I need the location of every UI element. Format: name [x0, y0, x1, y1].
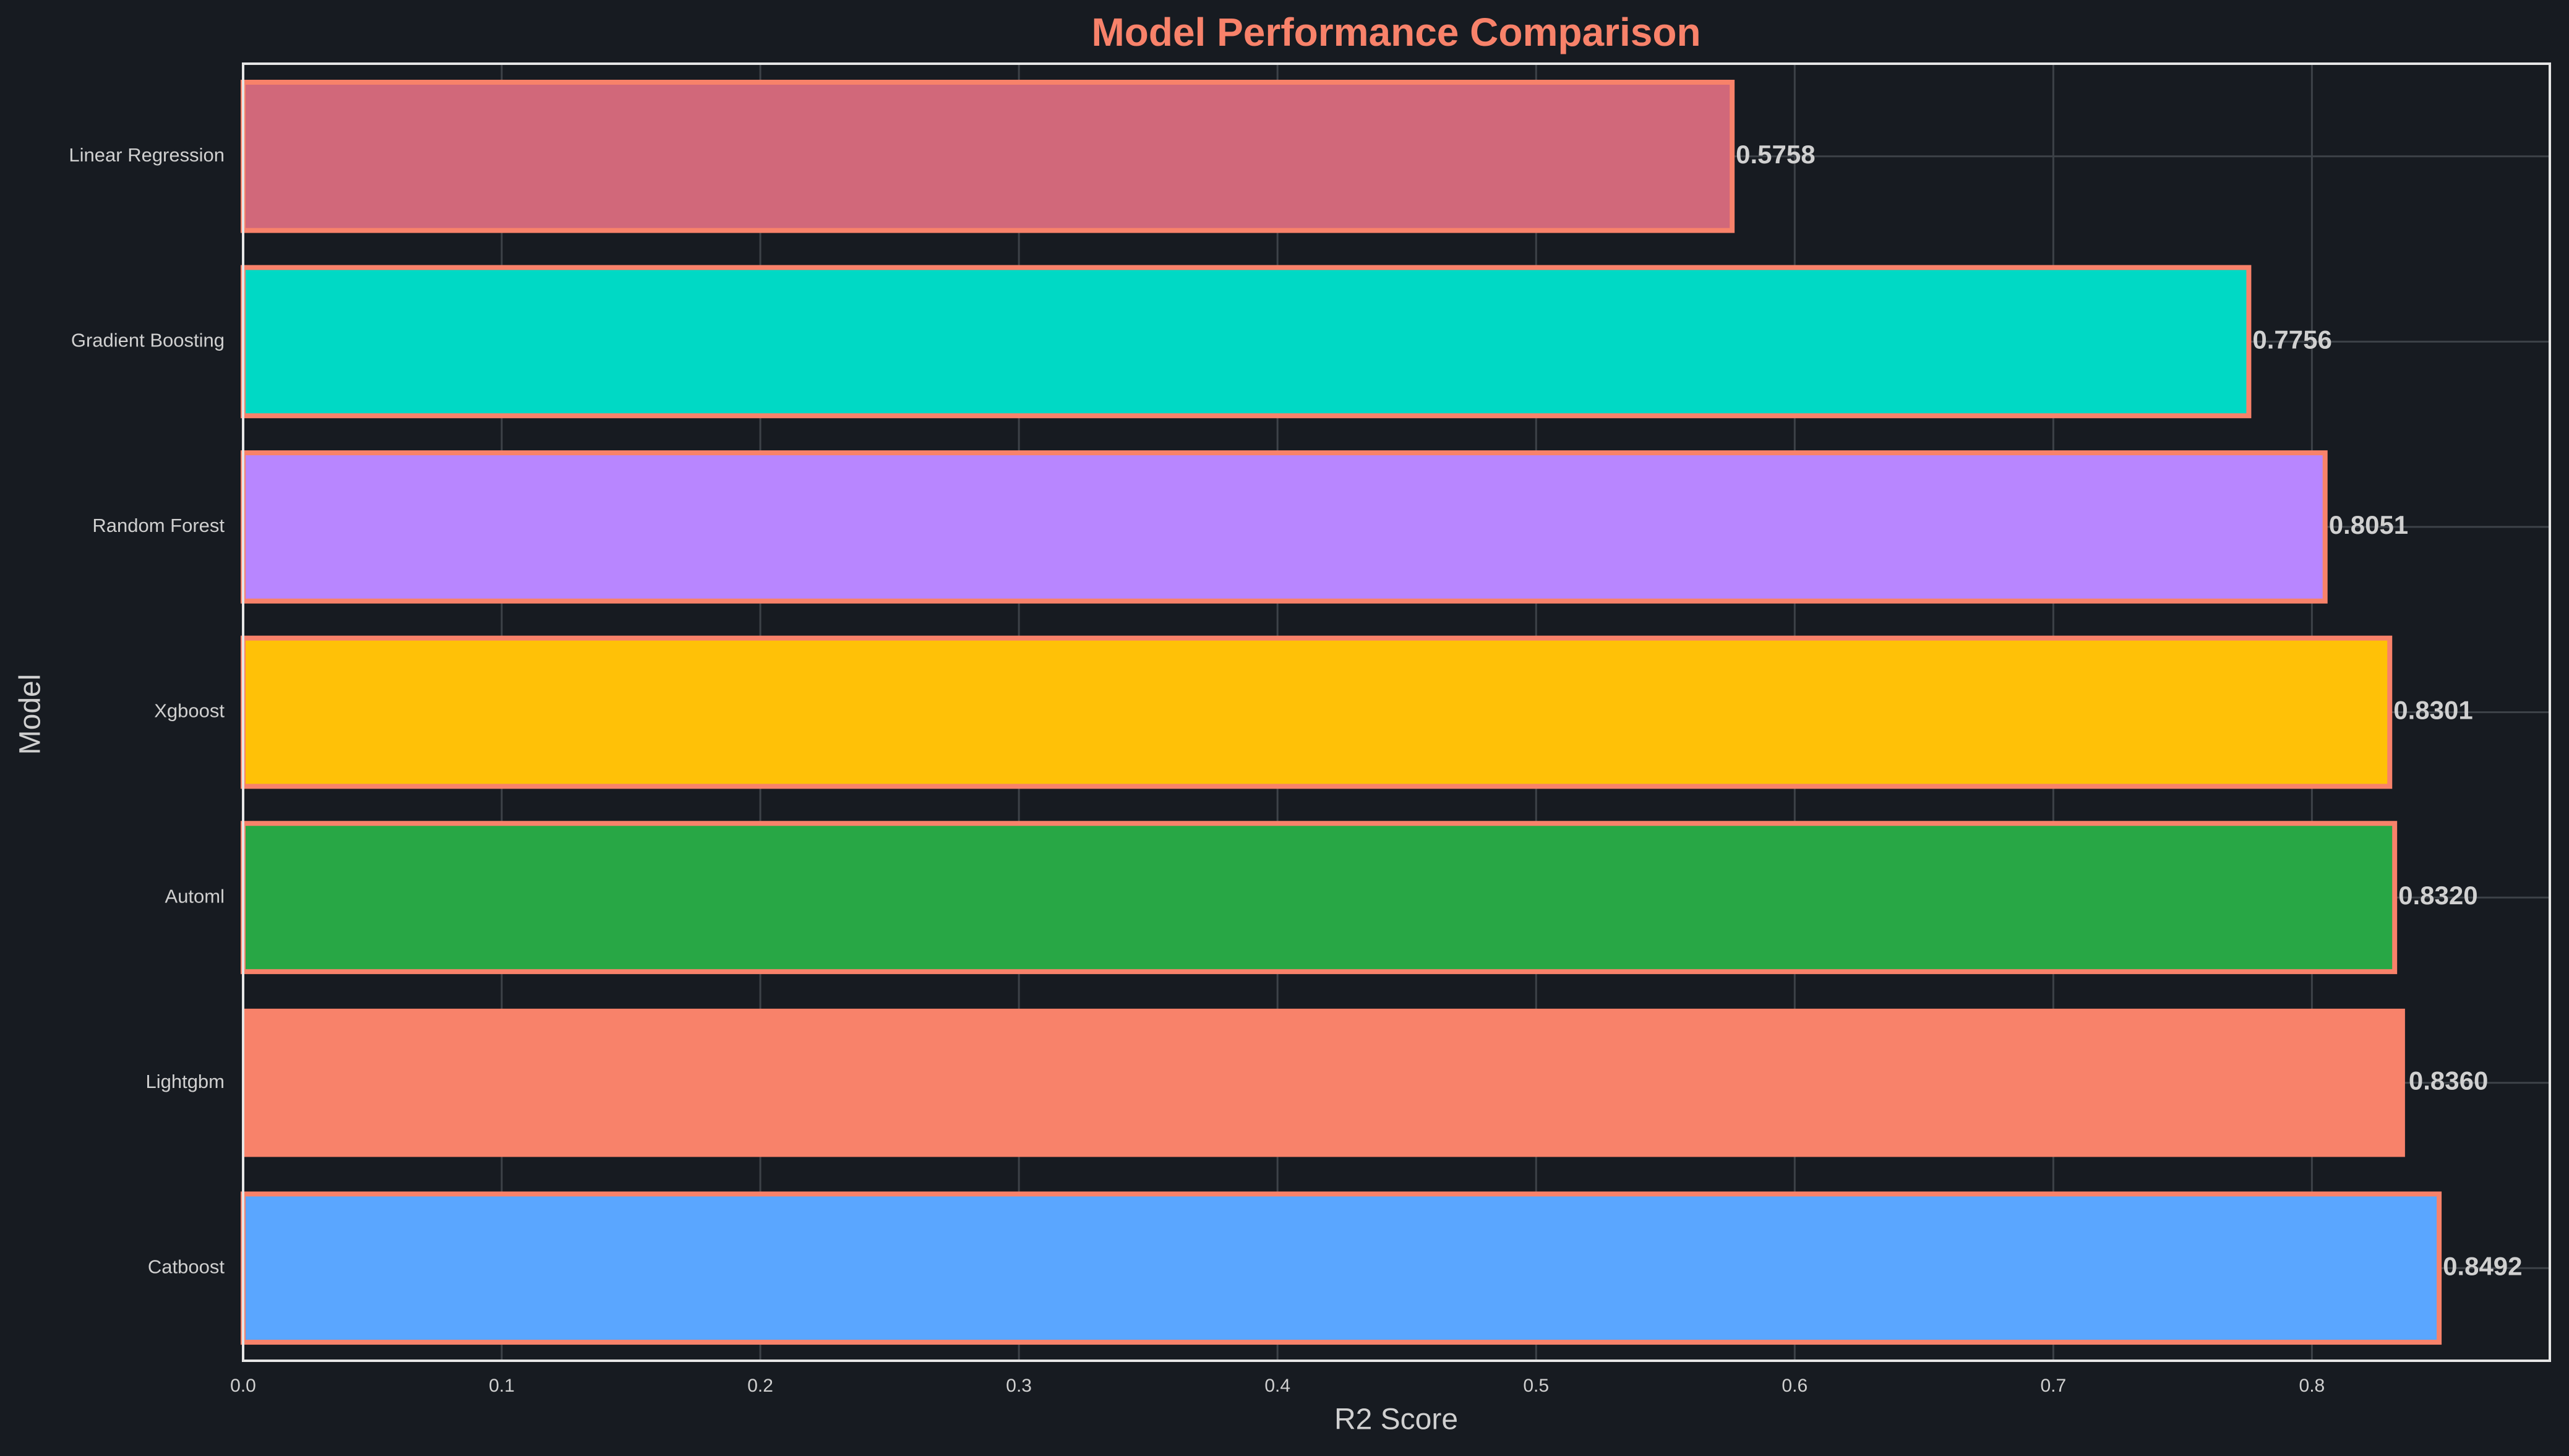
y-tick-label: Lightgbm	[145, 1071, 225, 1092]
y-tick-label: Random Forest	[92, 515, 225, 536]
y-tick-label: Catboost	[148, 1256, 225, 1277]
bar	[241, 265, 2252, 419]
value-label: 0.8320	[2398, 881, 2477, 910]
bar	[241, 1191, 2442, 1345]
value-label: 0.8492	[2443, 1251, 2522, 1280]
bar	[241, 79, 1735, 233]
bar	[241, 821, 2398, 974]
value-label: 0.5758	[1736, 140, 1815, 169]
plot-frame	[242, 62, 2551, 1362]
x-tick-label: 0.6	[1782, 1376, 1808, 1396]
chart-title: Model Performance Comparison	[1091, 10, 1701, 54]
x-tick-label: 0.2	[747, 1376, 773, 1396]
y-axis-title: Model	[14, 674, 47, 755]
tick-labels: 0.0 0.1 0.2 0.3 0.4 0.5 0.6 0.7 0.8 Linear Regres…	[69, 144, 2325, 1396]
x-tick-label: 0.8	[2299, 1376, 2325, 1396]
x-tick-label: 0.7	[2040, 1376, 2066, 1396]
value-label: 0.8360	[2409, 1066, 2488, 1095]
value-label: 0.8301	[2393, 696, 2473, 725]
x-axis-title: R2 Score	[1334, 1403, 1458, 1436]
y-tick-label: Automl	[165, 885, 225, 907]
value-labels: 0.5758 0.7756 0.8051 0.8301 0.8320 0.8360 0.84…	[1736, 140, 2522, 1280]
y-tick-label: Linear Regression	[69, 144, 225, 166]
x-tick-label: 0.1	[489, 1376, 515, 1396]
value-label: 0.8051	[2329, 510, 2408, 539]
bar	[243, 1008, 2405, 1157]
x-tick-label: 0.3	[1006, 1376, 1032, 1396]
value-label: 0.7756	[2252, 325, 2331, 354]
bar	[241, 635, 2393, 789]
bar	[241, 450, 2328, 604]
x-tick-label: 0.5	[1523, 1376, 1549, 1396]
y-tick-label: Xgboost	[154, 700, 225, 722]
bars	[241, 79, 2442, 1345]
x-tick-label: 0.0	[230, 1376, 256, 1396]
x-tick-label: 0.4	[1264, 1376, 1290, 1396]
y-tick-label: Gradient Boosting	[71, 330, 225, 351]
